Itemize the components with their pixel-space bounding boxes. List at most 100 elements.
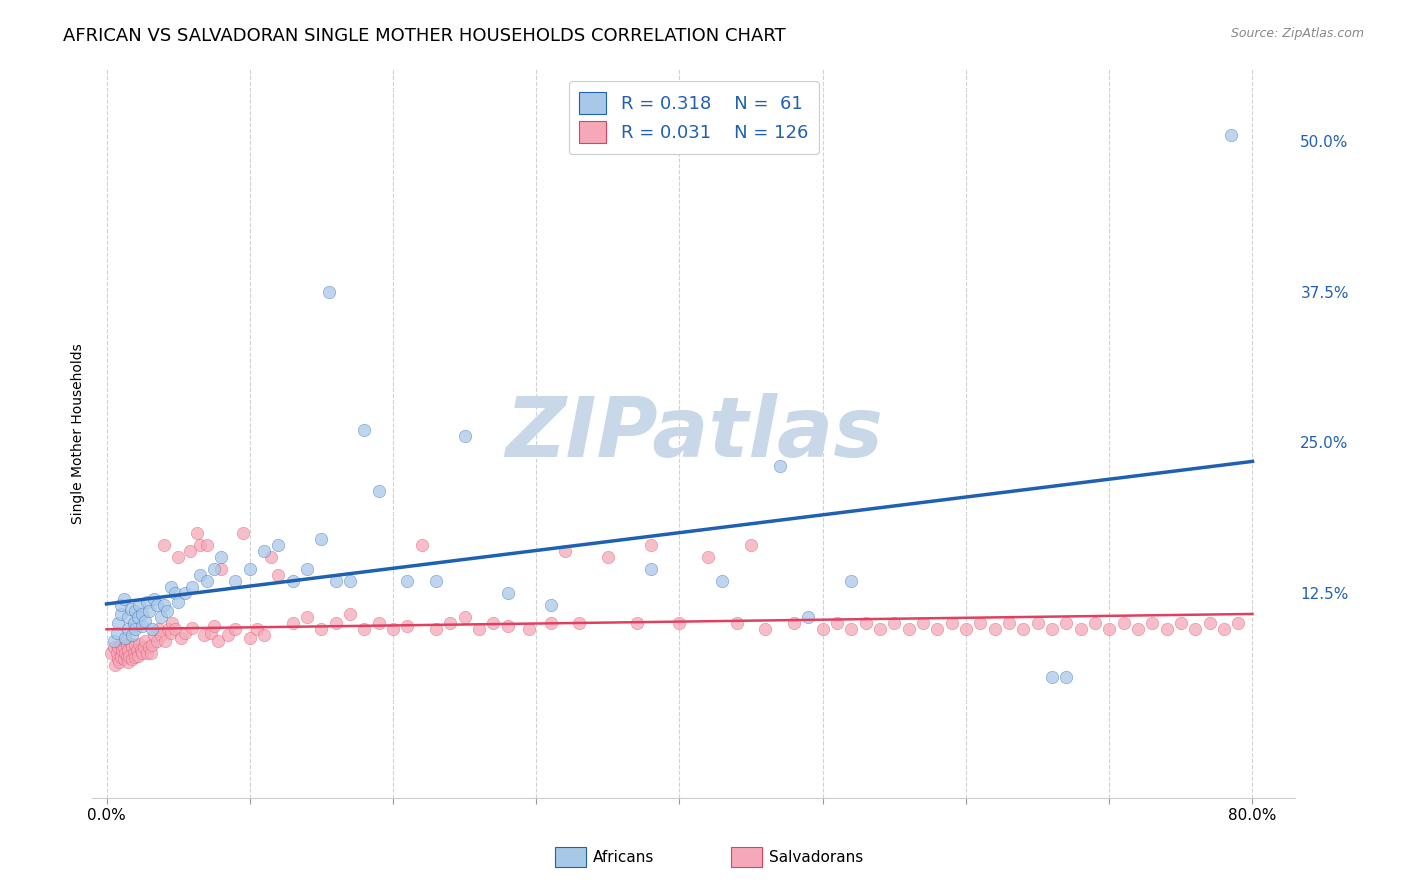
Point [188, 538, 211, 552]
Legend: R = 0.318    N =  61, R = 0.031    N = 126: R = 0.318 N = 61, R = 0.031 N = 126 [568, 81, 820, 154]
Point [897, 622, 920, 636]
Point [318, 285, 340, 299]
Point [117, 622, 139, 636]
Point [496, 586, 519, 600]
Point [998, 616, 1021, 631]
Point [202, 562, 225, 576]
Point [869, 622, 891, 636]
Point [122, 616, 145, 631]
Point [927, 622, 949, 636]
Point [295, 562, 318, 576]
Point [138, 640, 160, 655]
Point [955, 622, 977, 636]
Point [121, 628, 143, 642]
Point [239, 562, 262, 576]
Point [883, 616, 905, 631]
Point [769, 459, 792, 474]
Point [260, 549, 283, 564]
Point [145, 598, 167, 612]
Point [141, 638, 163, 652]
Point [911, 616, 934, 631]
Point [1040, 671, 1063, 685]
Point [367, 483, 389, 498]
Point [969, 616, 991, 631]
Point [697, 549, 720, 564]
Point [311, 532, 333, 546]
Point [156, 604, 179, 618]
Point [153, 538, 176, 552]
Point [131, 607, 153, 621]
Point [114, 634, 136, 648]
Point [232, 525, 254, 540]
Point [568, 616, 591, 631]
Point [246, 622, 269, 636]
Point [1070, 622, 1092, 636]
Point [139, 646, 162, 660]
Point [554, 544, 576, 558]
Point [281, 616, 304, 631]
Point [114, 646, 136, 660]
Point [540, 616, 562, 631]
Point [224, 574, 246, 588]
Point [131, 618, 153, 632]
Point [120, 637, 142, 651]
Point [124, 650, 146, 665]
Point [411, 538, 433, 552]
Point [325, 574, 347, 588]
Point [138, 604, 160, 618]
Point [453, 429, 475, 443]
Point [100, 646, 122, 660]
Point [112, 640, 135, 655]
Point [193, 628, 215, 642]
Point [281, 574, 304, 588]
Point [160, 625, 183, 640]
Point [134, 634, 156, 648]
Point [253, 544, 276, 558]
Point [181, 580, 204, 594]
Point [640, 538, 662, 552]
Point [367, 616, 389, 631]
Point [112, 592, 135, 607]
Point [132, 640, 155, 655]
Point [145, 634, 167, 648]
Point [783, 616, 806, 631]
Point [1227, 616, 1250, 631]
Point [105, 646, 128, 660]
Point [129, 642, 152, 657]
Point [118, 648, 141, 663]
Point [188, 568, 211, 582]
Point [811, 622, 834, 636]
Point [217, 628, 239, 642]
Point [195, 574, 218, 588]
Point [107, 652, 129, 666]
Text: AFRICAN VS SALVADORAN SINGLE MOTHER HOUSEHOLDS CORRELATION CHART: AFRICAN VS SALVADORAN SINGLE MOTHER HOUS… [63, 27, 786, 45]
Point [855, 616, 877, 631]
Point [128, 637, 150, 651]
Text: Source: ZipAtlas.com: Source: ZipAtlas.com [1230, 27, 1364, 40]
Point [725, 616, 748, 631]
Point [121, 652, 143, 666]
Point [1184, 622, 1206, 636]
Point [127, 648, 149, 663]
Point [167, 594, 190, 608]
Text: Salvadorans: Salvadorans [769, 850, 863, 864]
Point [149, 610, 172, 624]
Point [165, 586, 187, 600]
Point [339, 574, 361, 588]
Point [125, 642, 148, 657]
Point [112, 652, 135, 666]
Point [797, 610, 820, 624]
Point [1126, 622, 1149, 636]
Point [1140, 616, 1163, 631]
Point [941, 616, 963, 631]
Point [110, 638, 132, 652]
Point [160, 580, 183, 594]
Point [267, 538, 290, 552]
Point [1040, 622, 1063, 636]
Point [174, 586, 197, 600]
Point [179, 544, 201, 558]
Point [115, 650, 138, 665]
Point [200, 625, 222, 640]
Point [124, 604, 146, 618]
Point [128, 598, 150, 612]
